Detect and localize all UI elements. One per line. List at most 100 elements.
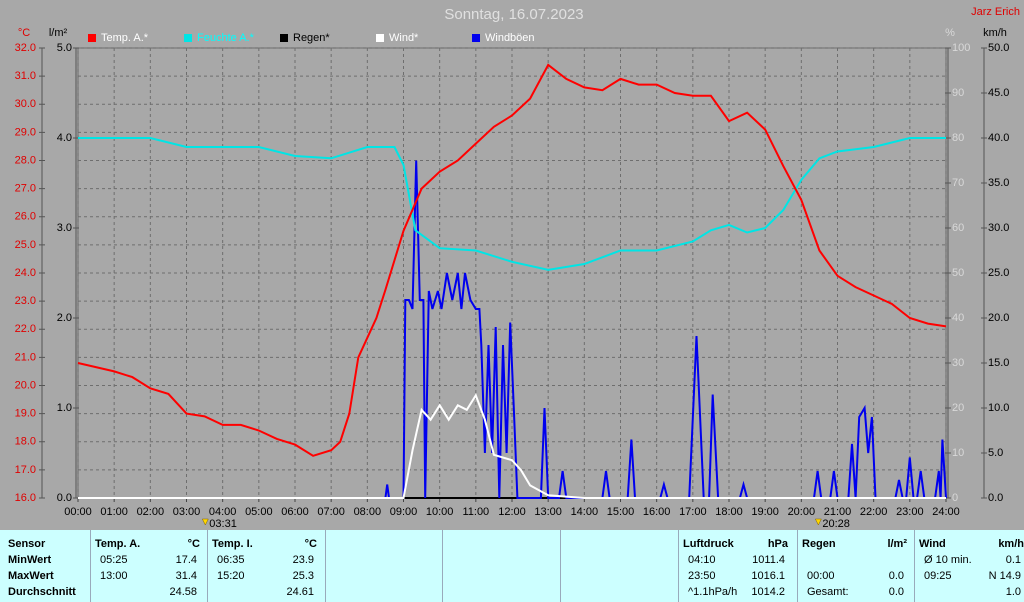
block-unit: km/h [998,538,1024,550]
y-tick-label: 40.0 [988,132,1009,144]
cell-value: 0.1 [1005,554,1021,566]
column-divider [325,530,326,602]
cell-value: 1011.4 [752,554,785,566]
series-line [78,393,946,499]
column-divider [90,530,91,602]
y-tick-label: 28.0 [15,154,36,166]
row-label: MaxWert [8,570,54,582]
y-tick-label: 25.0 [15,239,36,251]
x-tick-label: 05:00 [245,506,273,518]
y-tick-label: 0 [952,492,958,504]
legend-swatch [184,34,192,42]
y-tick-label: 10 [952,447,964,459]
x-tick-label: 09:00 [390,506,418,518]
x-tick-label: 10:00 [426,506,454,518]
y-tick-label: 50.0 [988,42,1009,54]
x-tick-label: 18:00 [715,506,743,518]
y-tick-label: 32.0 [15,42,36,54]
cell-time: 23:50 [688,570,716,582]
cell-time: 09:25 [924,570,952,582]
column-divider [207,530,208,602]
legend-swatch [88,34,96,42]
x-tick-label: 14:00 [571,506,599,518]
x-tick-label: 08:00 [354,506,382,518]
block-unit: hPa [767,538,788,550]
column-divider [914,530,915,602]
legend-swatch [472,34,480,42]
y-tick-label: 90 [952,87,964,99]
x-tick-label: 02:00 [137,506,165,518]
y-tick-label: 18.0 [15,436,36,448]
x-tick-label: 15:00 [607,506,635,518]
x-tick-label: 23:00 [896,506,924,518]
y-tick-label: 0.0 [57,492,72,504]
y-tick-label: 0.0 [988,492,1003,504]
cell-value: N 14.9 [988,570,1021,582]
block-unit: °C [304,538,317,550]
y-tick-label: 20 [952,402,964,414]
y-tick-label: 22.0 [15,323,36,335]
cell-value: 31.4 [175,570,197,582]
table-header: Sensor [8,538,46,550]
x-tick-label: 20:00 [788,506,816,518]
y-tick-label: 29.0 [15,126,36,138]
x-tick-label: 13:00 [534,506,562,518]
legend-swatch [280,34,288,42]
legend-label: Regen* [293,32,330,44]
sun-marker [201,518,209,526]
y-tick-label: 45.0 [988,87,1009,99]
legend-label: Wind* [389,32,419,44]
column-divider [560,530,561,602]
cell-value: 1014.2 [751,586,785,598]
cell-value: 23.9 [292,554,314,566]
x-tick-label: 06:00 [281,506,309,518]
y-tick-label: 30 [952,357,964,369]
y-tick-label: 10.0 [988,402,1009,414]
y-tick-label: 1.0 [57,402,72,414]
stats-table: Sensor MinWert MaxWert Durchschnitt Temp. A.… [0,530,1024,602]
y-tick-label: 30.0 [988,222,1009,234]
axis-label: l/m² [49,27,68,39]
y-tick-label: 80 [952,132,964,144]
x-tick-label: 16:00 [643,506,671,518]
y-tick-label: 21.0 [15,351,36,363]
cell-value: 0.0 [888,570,904,582]
sun-marker [814,518,822,526]
block-unit: l/m² [887,538,907,550]
y-tick-label: 60 [952,222,964,234]
block-header: Wind [919,538,946,550]
y-tick-label: 40 [952,312,964,324]
y-tick-label: 31.0 [15,70,36,82]
sun-label: 03:31 [209,518,237,530]
cell-time: 13:00 [100,570,128,582]
cell-time: 15:20 [217,570,245,582]
legend-label: Temp. A.* [101,32,149,44]
cell-time: 06:35 [217,554,245,566]
cell-value: 17.4 [175,554,197,566]
block-header: Luftdruck [683,538,734,550]
y-tick-label: 19.0 [15,408,36,420]
cell-value: 24.58 [169,586,197,598]
x-tick-label: 22:00 [860,506,888,518]
x-tick-label: 01:00 [100,506,128,518]
row-label: MinWert [8,554,52,566]
y-tick-label: 100 [952,42,970,54]
y-tick-label: 2.0 [57,312,72,324]
block-header: Temp. I. [212,538,253,550]
y-tick-label: 4.0 [57,132,72,144]
y-tick-label: 20.0 [15,379,36,391]
axis-label: °C [18,27,30,39]
y-tick-label: 17.0 [15,464,36,476]
x-tick-label: 03:00 [173,506,201,518]
cell-value: 1.0 [1005,586,1021,598]
column-divider [797,530,798,602]
y-tick-label: 15.0 [988,357,1009,369]
y-tick-label: 26.0 [15,211,36,223]
cell-time: Ø 10 min. [924,554,972,566]
series-line [78,137,946,271]
y-tick-label: 25.0 [988,267,1009,279]
x-tick-label: 21:00 [824,506,852,518]
x-tick-label: 07:00 [317,506,345,518]
y-tick-label: 70 [952,177,964,189]
legend-label: Feuchte A.* [197,32,255,44]
